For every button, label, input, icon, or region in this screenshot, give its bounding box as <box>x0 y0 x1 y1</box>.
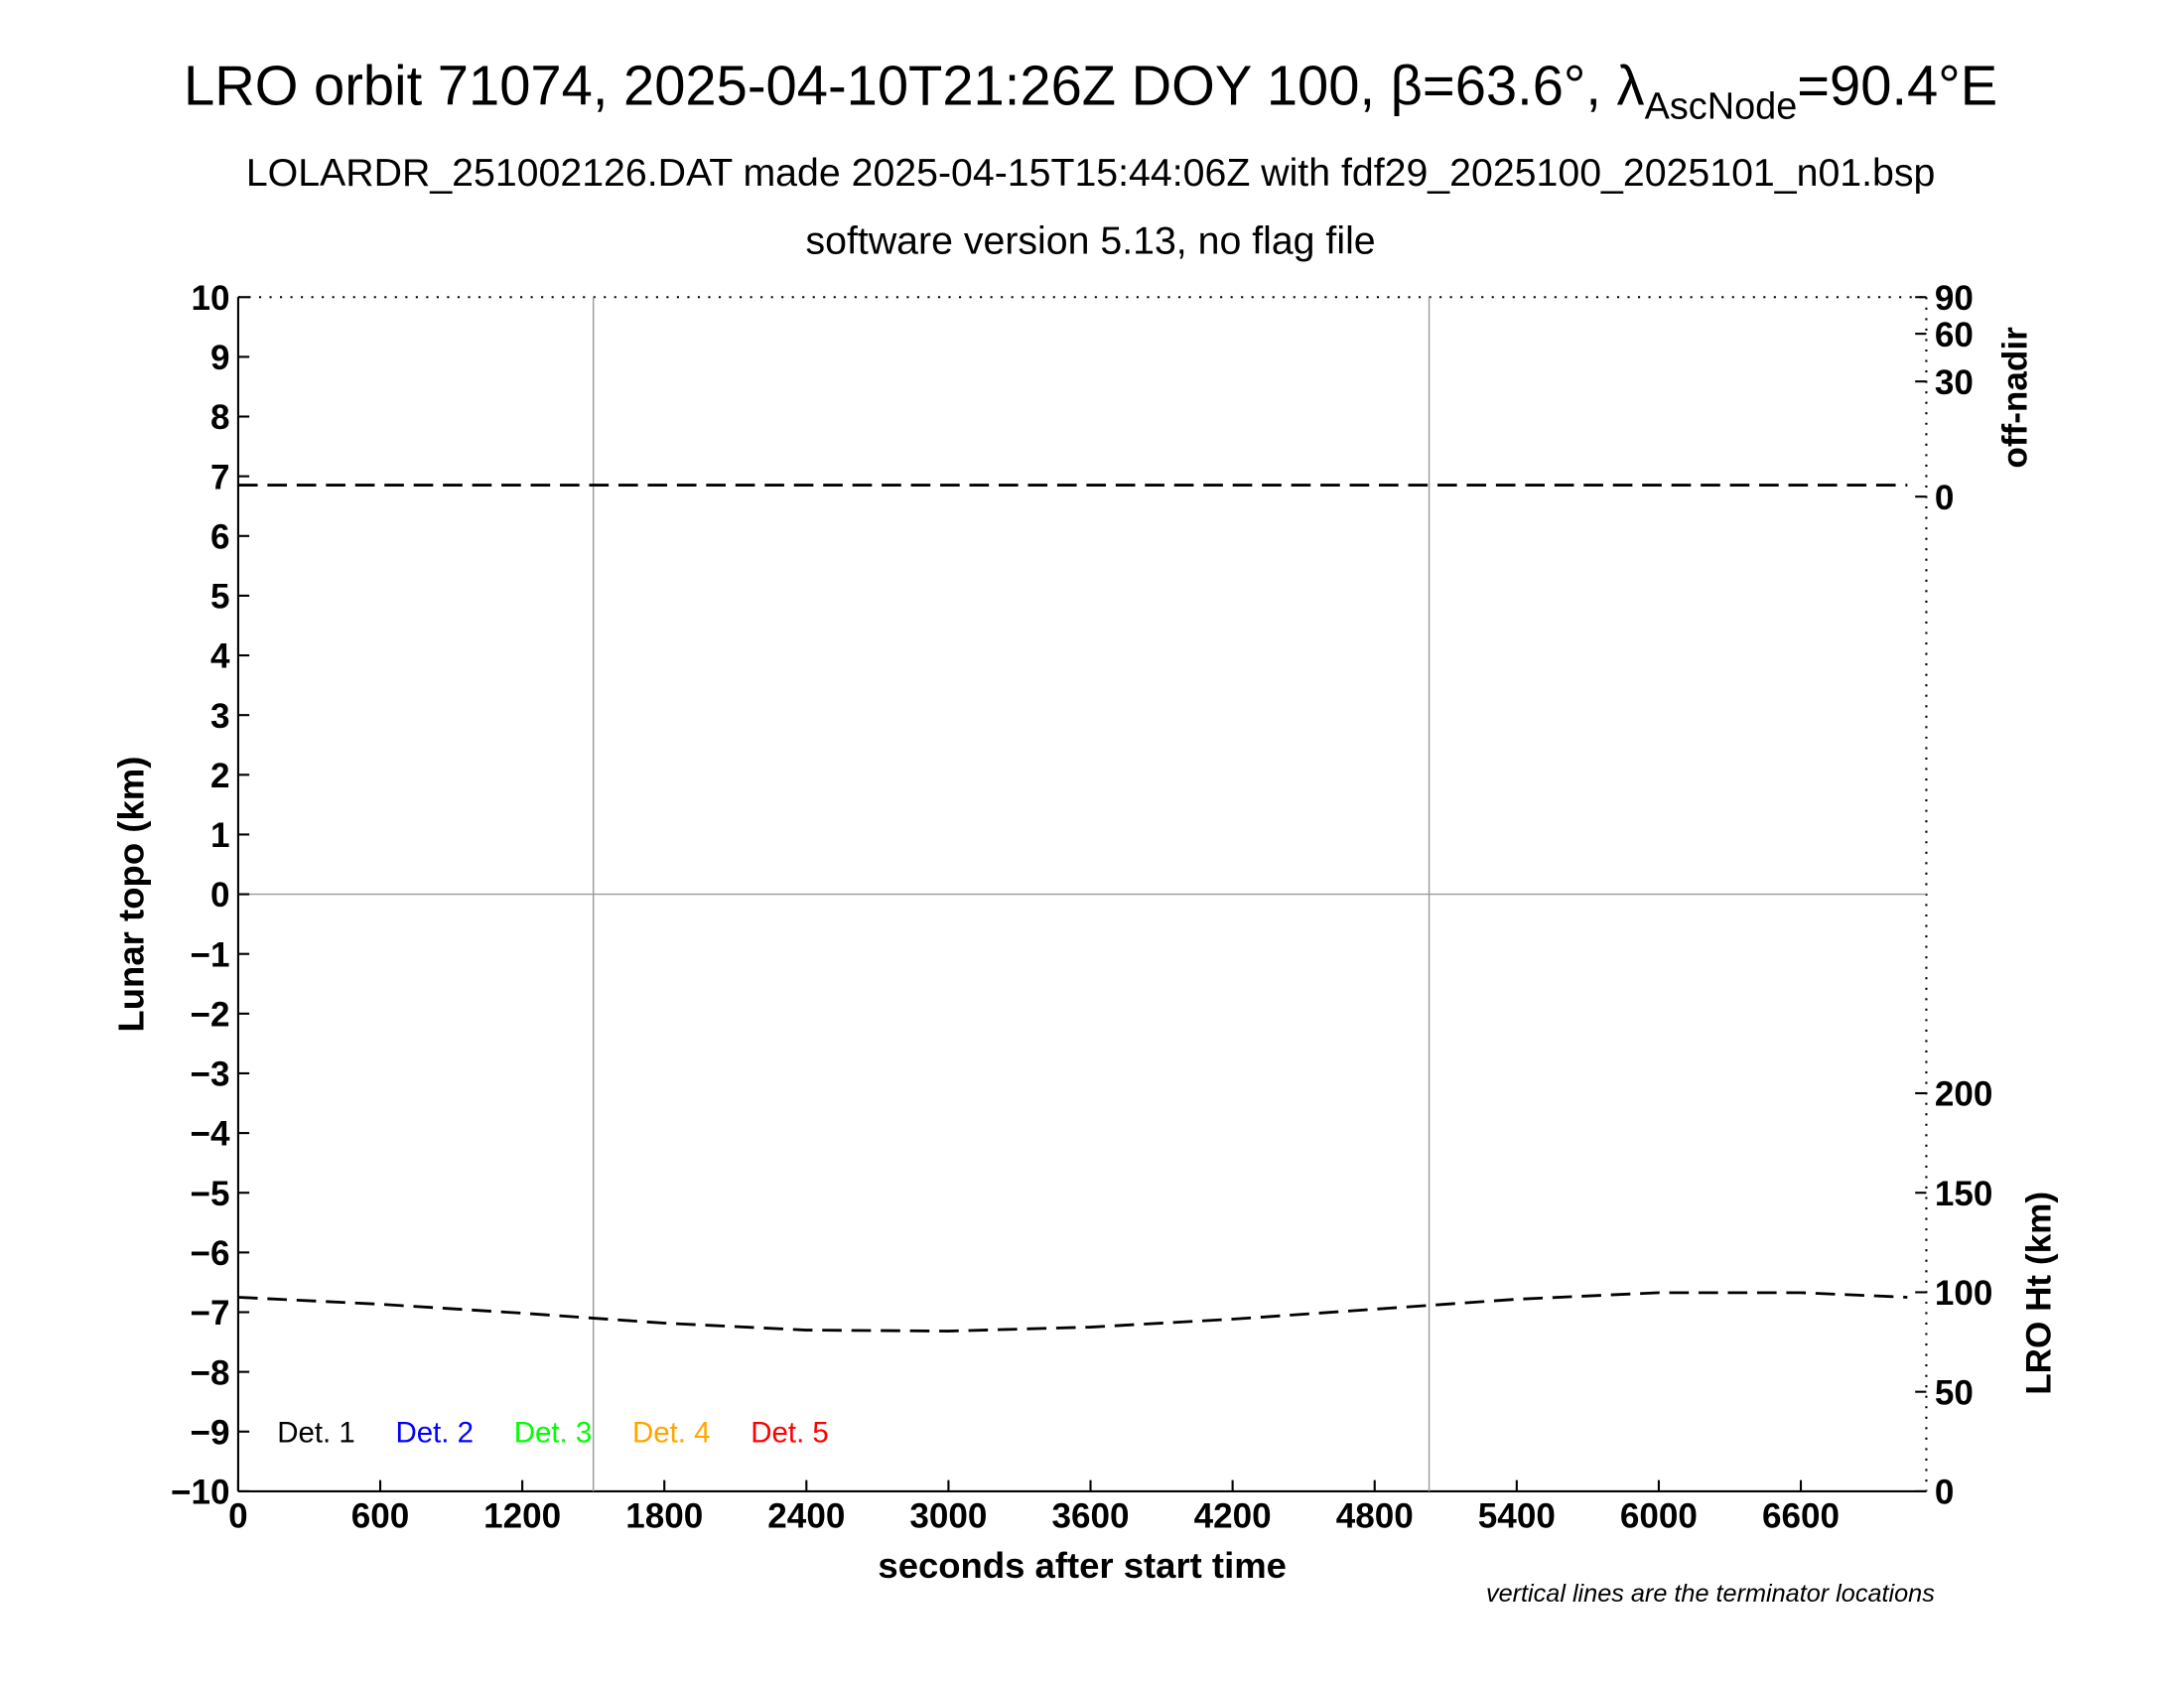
chart-title: LRO orbit 71074, 2025-04-10T21:26Z DOY 1… <box>184 54 1997 127</box>
legend-entry: Det. 5 <box>751 1417 829 1450</box>
x-tick-label: 0 <box>228 1496 248 1535</box>
y-tick-label: −10 <box>171 1474 229 1512</box>
x-tick-label: 2400 <box>767 1496 845 1535</box>
title-main: LRO orbit 71074, 2025-04-10T21:26Z DOY 1… <box>184 54 1645 116</box>
off-nadir-tick-label: 30 <box>1935 363 1974 402</box>
y-tick-label: 2 <box>210 757 230 795</box>
y-tick-label: −8 <box>191 1353 230 1392</box>
y-tick-label: 6 <box>210 517 230 556</box>
x-tick-label: 3600 <box>1052 1496 1130 1535</box>
y-tick-label: −2 <box>191 995 230 1034</box>
y-tick-label: 3 <box>210 697 230 736</box>
height-tick-label: 100 <box>1935 1274 1993 1313</box>
y-tick-label: 8 <box>210 398 230 437</box>
subtitle: LOLARDR_251002126.DAT made 2025-04-15T15… <box>246 151 1936 195</box>
y-tick-label: 10 <box>191 279 229 318</box>
height-tick-label: 0 <box>1935 1474 1955 1512</box>
off-nadir-label: off-nadir <box>1995 327 2034 469</box>
y-tick-label: 4 <box>210 637 230 676</box>
x-tick-label: 6600 <box>1762 1496 1840 1535</box>
off-nadir-tick-label: 90 <box>1935 279 1974 318</box>
x-axis-label: seconds after start time <box>878 1545 1287 1586</box>
line <box>237 1291 1908 1333</box>
y-axis-label: Lunar topo (km) <box>111 757 152 1033</box>
off-nadir-tick-label: 60 <box>1935 316 1974 354</box>
x-tick-label: 6000 <box>1620 1496 1698 1535</box>
title-sub: AscNode <box>1645 85 1798 127</box>
title-end: =90.4°E <box>1797 54 1997 116</box>
y-tick-label: −9 <box>191 1413 230 1452</box>
y-tick-label: 9 <box>210 339 230 377</box>
height-label: LRO Ht (km) <box>2019 1192 2058 1395</box>
x-tick-label: 4800 <box>1336 1496 1414 1535</box>
x-tick-label: 5400 <box>1478 1496 1556 1535</box>
y-tick-label: 7 <box>210 458 230 496</box>
y-tick-label: 1 <box>210 816 230 855</box>
x-tick-label: 1200 <box>483 1496 561 1535</box>
y-tick-label: −4 <box>191 1115 230 1154</box>
off-nadir-tick-label: 0 <box>1935 479 1955 517</box>
y-tick-label: −1 <box>191 935 230 974</box>
y-tick-label: −3 <box>191 1055 230 1094</box>
legend-entry: Det. 4 <box>632 1417 711 1450</box>
height-tick-label: 150 <box>1935 1175 1993 1213</box>
y-tick-label: −5 <box>191 1175 230 1213</box>
x-tick-label: 600 <box>351 1496 410 1535</box>
y-tick-label: −6 <box>191 1234 230 1273</box>
y-tick-label: −7 <box>191 1294 230 1333</box>
x-tick-label: 4200 <box>1194 1496 1272 1535</box>
x-tick-label: 3000 <box>909 1496 987 1535</box>
x-tick-label: 1800 <box>625 1496 703 1535</box>
legend-entry: Det. 2 <box>395 1417 474 1450</box>
note: vertical lines are the terminator locati… <box>1486 1580 1935 1608</box>
y-tick-label: 0 <box>210 876 230 914</box>
subtitle: software version 5.13, no flag file <box>806 219 1376 263</box>
legend-entry: Det. 1 <box>277 1417 355 1450</box>
y-tick-label: 5 <box>210 578 230 617</box>
height-tick-label: 200 <box>1935 1075 1993 1114</box>
legend-entry: Det. 3 <box>514 1417 593 1450</box>
height-tick-label: 50 <box>1935 1373 1974 1412</box>
